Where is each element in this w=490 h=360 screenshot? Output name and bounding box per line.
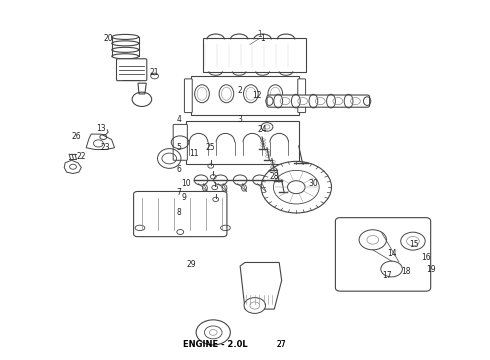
Text: 27: 27 bbox=[277, 340, 287, 349]
Text: 19: 19 bbox=[426, 265, 436, 274]
Text: 2: 2 bbox=[238, 86, 243, 95]
FancyBboxPatch shape bbox=[191, 76, 299, 116]
Text: 10: 10 bbox=[182, 179, 191, 188]
Text: 12: 12 bbox=[252, 91, 262, 100]
Text: 26: 26 bbox=[72, 132, 81, 141]
Text: 24: 24 bbox=[257, 125, 267, 134]
Circle shape bbox=[261, 161, 331, 213]
Text: 6: 6 bbox=[176, 165, 181, 174]
FancyBboxPatch shape bbox=[173, 125, 187, 160]
Circle shape bbox=[253, 175, 267, 185]
Text: 20: 20 bbox=[103, 34, 113, 43]
Text: 16: 16 bbox=[421, 253, 431, 262]
Text: 18: 18 bbox=[401, 267, 411, 276]
Circle shape bbox=[196, 320, 230, 345]
FancyBboxPatch shape bbox=[184, 79, 192, 113]
Text: 22: 22 bbox=[76, 152, 86, 161]
FancyBboxPatch shape bbox=[203, 39, 306, 72]
Polygon shape bbox=[86, 134, 115, 149]
FancyBboxPatch shape bbox=[134, 192, 227, 237]
Text: 25: 25 bbox=[206, 143, 216, 152]
FancyBboxPatch shape bbox=[186, 121, 299, 164]
Text: 5: 5 bbox=[176, 143, 181, 152]
Circle shape bbox=[214, 175, 227, 185]
Circle shape bbox=[194, 175, 208, 185]
Circle shape bbox=[381, 261, 402, 277]
Text: 14: 14 bbox=[387, 249, 396, 258]
Text: 15: 15 bbox=[409, 240, 418, 249]
Text: 8: 8 bbox=[177, 208, 181, 217]
Text: 7: 7 bbox=[176, 188, 181, 197]
Text: 30: 30 bbox=[309, 179, 318, 188]
Text: 1: 1 bbox=[257, 30, 262, 39]
Polygon shape bbox=[240, 262, 282, 309]
Polygon shape bbox=[138, 83, 147, 94]
Text: 13: 13 bbox=[96, 123, 106, 132]
Text: 3: 3 bbox=[238, 114, 243, 123]
Text: 23: 23 bbox=[101, 143, 111, 152]
Text: 17: 17 bbox=[382, 270, 392, 279]
Circle shape bbox=[244, 298, 266, 314]
Text: ENGINE - 2.0L: ENGINE - 2.0L bbox=[183, 340, 248, 349]
Text: 4: 4 bbox=[176, 114, 181, 123]
Text: 1: 1 bbox=[260, 34, 265, 43]
FancyBboxPatch shape bbox=[298, 79, 306, 113]
Text: 28: 28 bbox=[270, 172, 279, 181]
Text: 9: 9 bbox=[181, 193, 186, 202]
Polygon shape bbox=[64, 160, 81, 174]
FancyBboxPatch shape bbox=[335, 218, 431, 291]
Text: 29: 29 bbox=[186, 260, 196, 269]
FancyBboxPatch shape bbox=[117, 59, 147, 81]
Circle shape bbox=[401, 232, 425, 250]
Text: 11: 11 bbox=[189, 149, 198, 158]
Circle shape bbox=[233, 175, 247, 185]
Text: 27: 27 bbox=[277, 341, 287, 350]
Text: 21: 21 bbox=[150, 68, 159, 77]
FancyBboxPatch shape bbox=[267, 95, 369, 107]
Circle shape bbox=[359, 230, 387, 250]
